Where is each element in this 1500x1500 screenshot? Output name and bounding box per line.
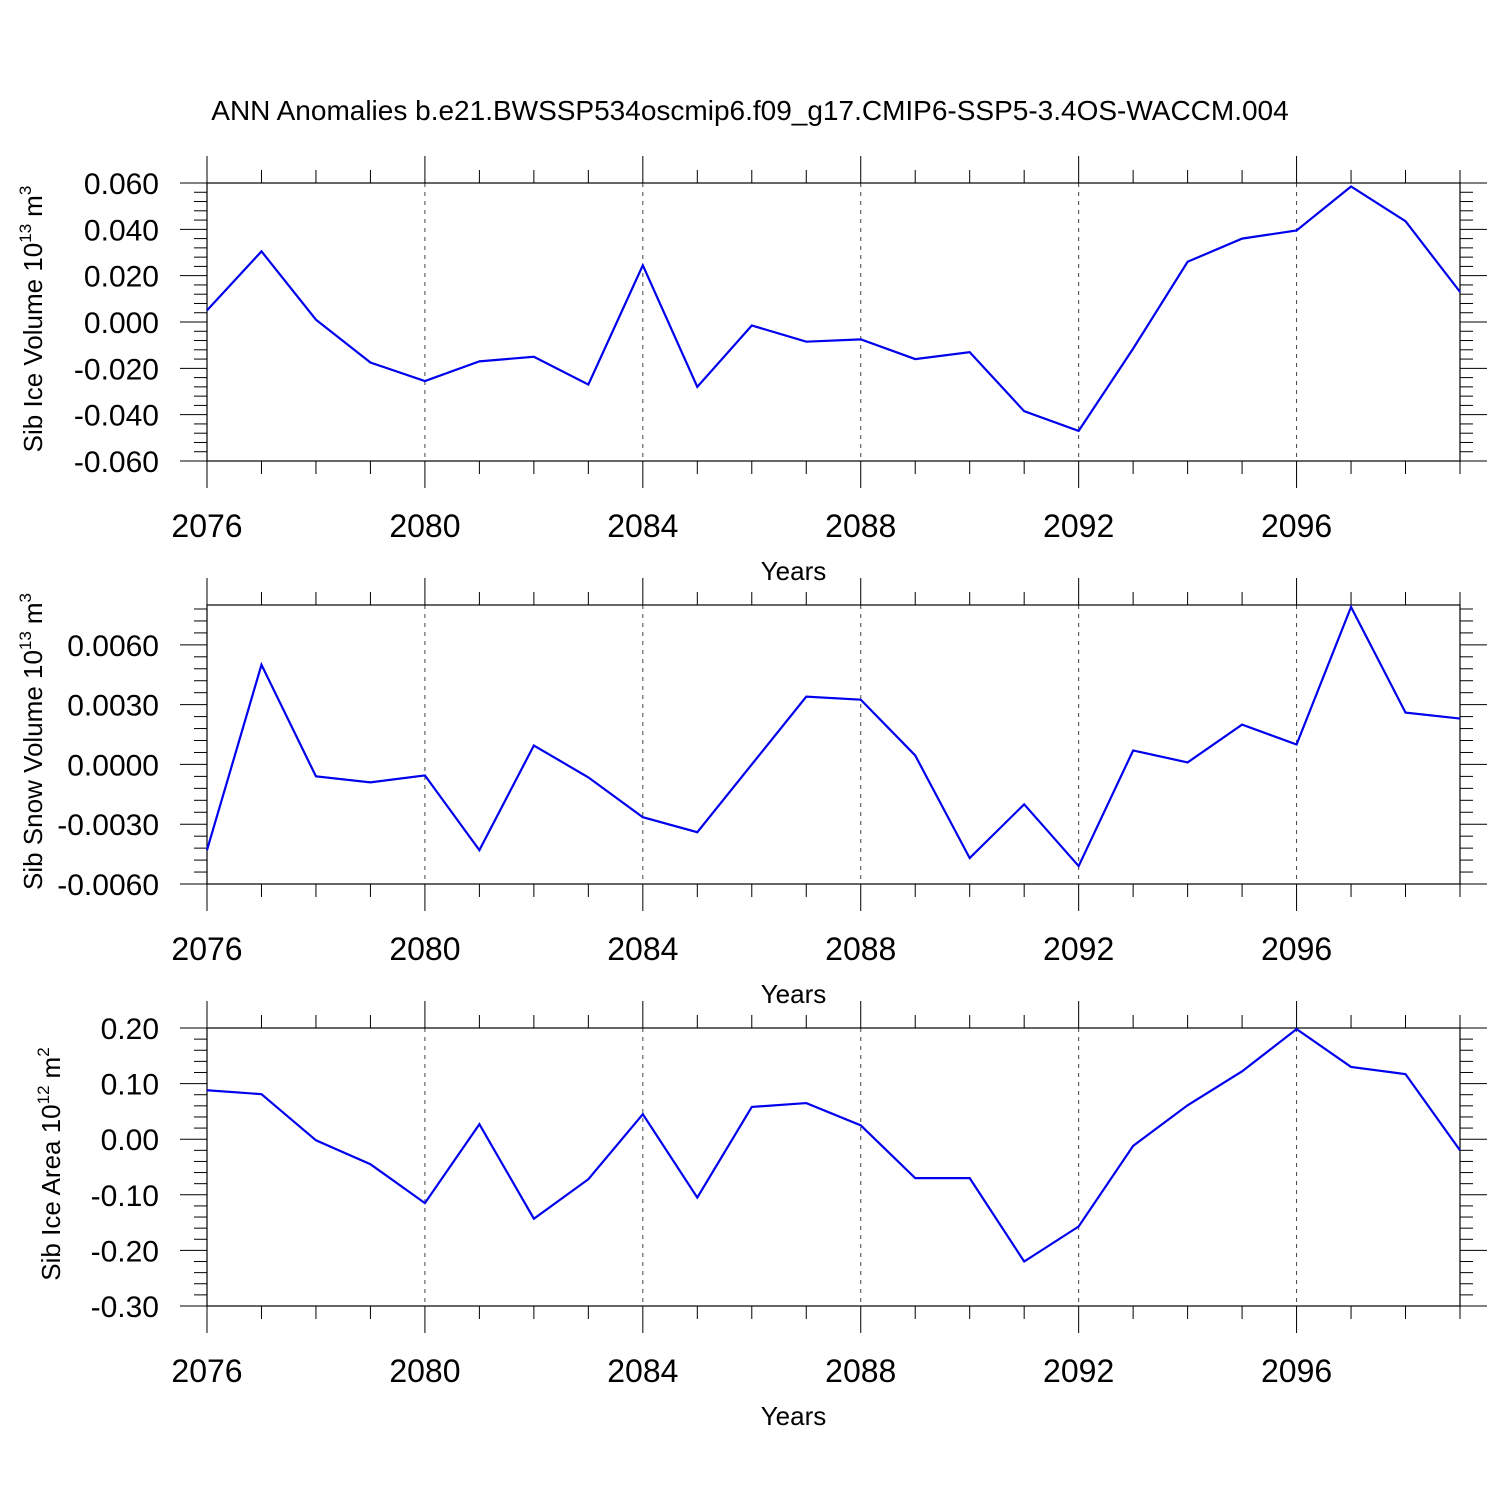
y-axis-title: Sib Snow Volume 1013m3 [16, 593, 48, 890]
chart-title: ANN Anomalies b.e21.BWSSP534oscmip6.f09_… [211, 95, 1288, 126]
y-tick-label: 0.060 [84, 168, 159, 201]
x-tick-label: 2096 [1261, 1353, 1332, 1389]
y-axis-title: Sib Ice Volume 1013m3 [16, 186, 48, 453]
y-tick-label: 0.020 [84, 261, 159, 294]
x-tick-label: 2076 [171, 508, 242, 544]
x-tick-label: 2092 [1043, 508, 1114, 544]
y-tick-label: -0.10 [91, 1180, 159, 1213]
x-tick-label: 2084 [607, 508, 678, 544]
panel-2: -0.0060 -0.0030 0.0000 0.0030 0.0060 2076 2080… [16, 578, 1487, 1009]
x-axis-title: Years [761, 979, 827, 1009]
plot-frame [206, 1027, 1461, 1307]
plot-frame [206, 182, 1461, 462]
y-tick-label: 0.0000 [67, 749, 159, 782]
y-tick-label: 0.20 [101, 1013, 159, 1046]
panel-3: -0.30 -0.20 -0.10 0.00 0.10 0.20 2076 2080 2084 2… [34, 1001, 1487, 1431]
y-tick-label: 0.000 [84, 307, 159, 340]
x-tick-label: 2088 [825, 1353, 896, 1389]
x-tick-label: 2084 [607, 931, 678, 967]
y-tick-label: -0.040 [74, 400, 159, 433]
x-tick-label: 2076 [171, 1353, 242, 1389]
x-tick-label: 2080 [389, 1353, 460, 1389]
x-tick-label: 2088 [825, 508, 896, 544]
y-tick-label: -0.0030 [57, 809, 159, 842]
y-tick-label: 0.0030 [67, 690, 159, 723]
x-tick-label: 2096 [1261, 931, 1332, 967]
x-tick-label: 2080 [389, 508, 460, 544]
panel-1: -0.060 -0.040 -0.020 0.000 0.020 0.040 0.060 20… [16, 156, 1487, 586]
y-tick-label: -0.30 [91, 1291, 159, 1324]
x-tick-label: 2080 [389, 931, 460, 967]
series-line [206, 1027, 1461, 1264]
y-tick-label: -0.020 [74, 353, 159, 386]
x-tick-label: 2092 [1043, 931, 1114, 967]
series-line [205, 604, 1461, 869]
x-tick-label: 2096 [1261, 508, 1332, 544]
x-tick-label: 2076 [171, 931, 242, 967]
x-tick-label: 2084 [607, 1353, 678, 1389]
x-tick-label: 2092 [1043, 1353, 1114, 1389]
y-tick-label: 0.10 [101, 1069, 159, 1102]
series-line [206, 185, 1461, 433]
x-tick-label: 2088 [825, 931, 896, 967]
y-tick-label: -0.20 [91, 1235, 159, 1268]
y-axis-title: Sib Ice Area 1012m2 [34, 1047, 66, 1280]
x-axis-title: Years [761, 556, 827, 586]
x-axis-title: Years [761, 1401, 827, 1431]
y-tick-label: 0.00 [101, 1124, 159, 1157]
plot-frame [206, 604, 1461, 885]
y-tick-label: -0.060 [74, 446, 159, 479]
y-tick-label: -0.0060 [57, 869, 159, 902]
y-tick-label: 0.0060 [67, 630, 159, 663]
y-tick-label: 0.040 [84, 214, 159, 247]
